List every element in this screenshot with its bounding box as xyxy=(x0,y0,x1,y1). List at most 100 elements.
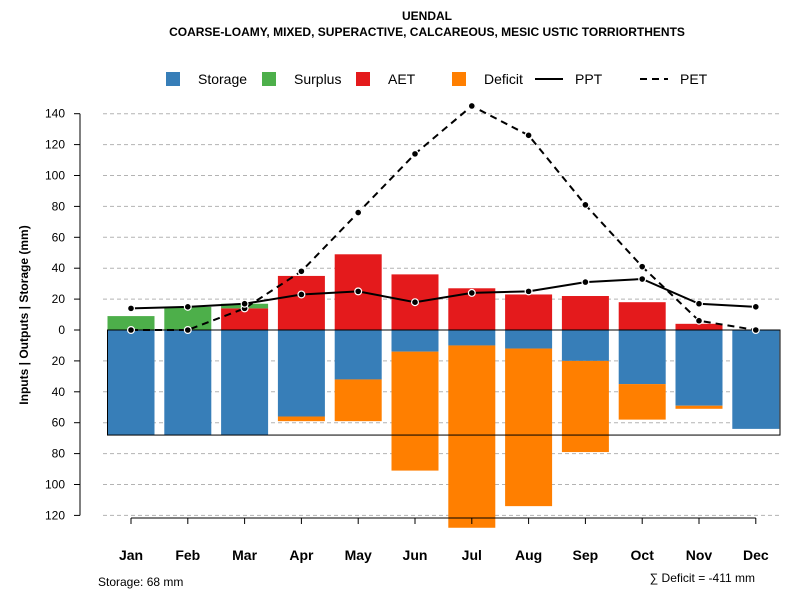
pet-line xyxy=(131,104,756,331)
x-tick-label: Dec xyxy=(743,547,769,563)
storage-bar xyxy=(334,330,382,380)
pet-point xyxy=(751,326,760,335)
y-axis: 140 120 100 80 60 40 20 0 20 40 60 80 100 120 xyxy=(45,107,81,522)
y-tick-label: 20 xyxy=(52,354,66,368)
legend-swatch-surplus xyxy=(262,72,276,86)
pet-point xyxy=(467,101,476,110)
pet-point xyxy=(638,262,647,271)
y-tick-label: 120 xyxy=(45,508,65,522)
aet-bar xyxy=(277,275,325,330)
ppt-point xyxy=(183,302,192,311)
x-tick-label: Oct xyxy=(631,547,655,563)
legend-label-storage: Storage xyxy=(198,71,247,87)
aet-bar xyxy=(675,323,723,330)
x-tick-label: Mar xyxy=(232,547,257,563)
storage-bar xyxy=(221,330,269,436)
storage-bar xyxy=(675,330,723,406)
x-tick-label: Jan xyxy=(119,547,143,563)
legend-swatch-deficit xyxy=(452,72,466,86)
pet-point xyxy=(126,326,135,335)
storage-bar xyxy=(448,330,496,346)
legend-swatch-aet xyxy=(356,72,370,86)
aet-bar xyxy=(618,302,666,330)
legend-label-pet: PET xyxy=(680,71,708,87)
y-tick-label: 100 xyxy=(45,169,65,183)
legend-label-surplus: Surplus xyxy=(294,71,341,87)
bars-layer xyxy=(107,254,780,528)
legend-label-ppt: PPT xyxy=(575,71,603,87)
pet-point xyxy=(411,149,420,158)
lines-layer xyxy=(126,101,760,335)
pet-point xyxy=(183,326,192,335)
storage-bar xyxy=(391,330,439,352)
x-tick-label: Sep xyxy=(573,547,599,563)
deficit-bar xyxy=(675,405,723,409)
y-tick-label: 0 xyxy=(58,323,65,337)
y-tick-label: 80 xyxy=(52,447,66,461)
y-tick-label: 80 xyxy=(52,199,66,213)
gridlines xyxy=(103,113,780,516)
deficit-bar xyxy=(448,345,496,528)
ppt-point xyxy=(354,287,363,296)
storage-bar xyxy=(732,330,780,429)
ppt-point xyxy=(581,278,590,287)
ppt-point xyxy=(524,287,533,296)
y-axis-label: Inputs | Outputs | Storage (mm) xyxy=(17,225,31,404)
deficit-bar xyxy=(391,351,439,471)
chart-legend: Storage Surplus AET Deficit PPT PET xyxy=(166,71,708,87)
aet-bar xyxy=(505,294,553,330)
y-tick-label: 20 xyxy=(52,292,66,306)
ppt-point xyxy=(297,290,306,299)
surplus-bar xyxy=(164,306,212,330)
storage-bar xyxy=(561,330,609,361)
pet-point xyxy=(297,267,306,276)
pet-point xyxy=(694,316,703,325)
x-tick-label: Jun xyxy=(403,547,428,563)
x-tick-label: Jul xyxy=(462,547,482,563)
ppt-line xyxy=(130,278,756,310)
x-tick-label: Apr xyxy=(289,547,314,563)
y-tick-label: 60 xyxy=(52,230,66,244)
y-tick-label: 60 xyxy=(52,416,66,430)
pet-point xyxy=(354,208,363,217)
deficit-bar xyxy=(561,360,609,453)
x-tick-label: May xyxy=(345,547,372,563)
storage-bar xyxy=(618,330,666,385)
ppt-point xyxy=(126,304,135,313)
storage-capacity-outline xyxy=(107,329,781,436)
aet-bar xyxy=(221,308,269,330)
ppt-point xyxy=(751,302,760,311)
x-axis: Jan Feb Mar Apr May Jun Jul Aug Sep Oct Nov Dec xyxy=(119,517,769,563)
x-tick-label: Nov xyxy=(686,547,713,563)
legend-swatch-storage xyxy=(166,72,180,86)
y-tick-label: 40 xyxy=(52,385,66,399)
x-tick-label: Aug xyxy=(515,547,542,563)
deficit-bar xyxy=(334,379,382,422)
ppt-point xyxy=(411,298,420,307)
ppt-point xyxy=(467,288,476,297)
chart-subtitle: COARSE-LOAMY, MIXED, SUPERACTIVE, CALCAR… xyxy=(169,25,685,39)
storage-capacity-box xyxy=(107,329,781,436)
y-tick-label: 140 xyxy=(45,107,65,121)
y-tick-label: 120 xyxy=(45,138,65,152)
x-tick-label: Feb xyxy=(175,547,200,563)
pet-point xyxy=(524,131,533,140)
y-tick-label: 100 xyxy=(45,478,65,492)
ppt-point xyxy=(638,275,647,284)
legend-label-aet: AET xyxy=(388,71,416,87)
surplus-bar xyxy=(107,316,155,330)
y-tick-label: 40 xyxy=(52,261,66,275)
ppt-point xyxy=(694,299,703,308)
legend-label-deficit: Deficit xyxy=(484,71,523,87)
storage-bar xyxy=(107,330,155,436)
aet-bar xyxy=(561,296,609,330)
storage-note: Storage: 68 mm xyxy=(98,575,183,589)
storage-bar xyxy=(505,330,553,349)
deficit-bar xyxy=(618,384,666,420)
chart-title: UENDAL xyxy=(402,9,452,23)
storage-bar xyxy=(164,330,212,436)
deficit-note: ∑ Deficit = -411 mm xyxy=(650,571,755,585)
ppt-point xyxy=(240,299,249,308)
pet-point xyxy=(581,200,590,209)
